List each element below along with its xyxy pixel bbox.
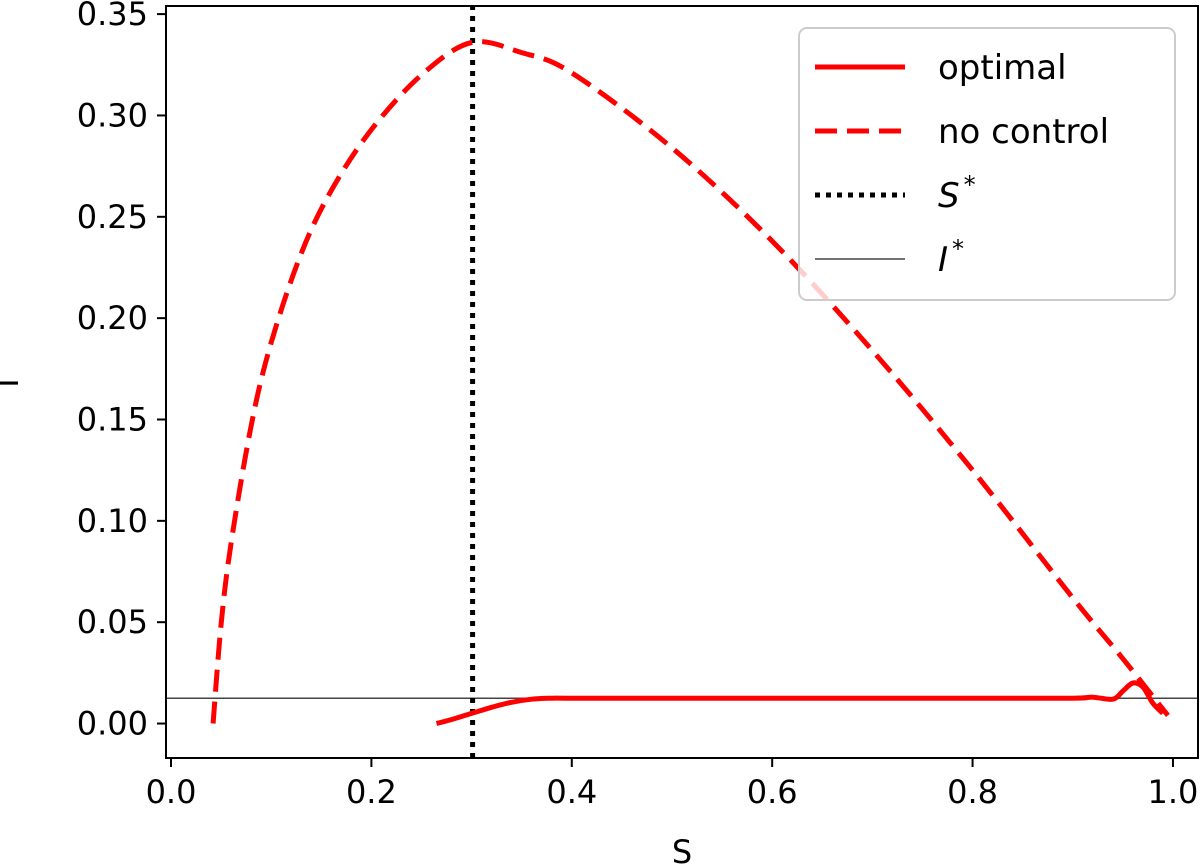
- y-tick-label: 0.25: [77, 198, 148, 236]
- y-tick-label: 0.15: [77, 400, 148, 438]
- x-tick-label: 0.4: [546, 773, 597, 811]
- x-tick-label: 0.2: [346, 773, 397, 811]
- y-axis-label: I: [0, 378, 26, 387]
- legend-label: no control: [938, 112, 1109, 152]
- series-line-no-control: [210, 39, 1170, 724]
- x-tick-label: 1.0: [1148, 773, 1199, 811]
- x-tick-label: 0.0: [146, 773, 197, 811]
- series-layer: [166, 6, 1198, 758]
- y-tick-label: 0.05: [77, 603, 148, 641]
- series-line-optimal: [435, 680, 1165, 726]
- y-tick-label: 0.20: [77, 299, 148, 337]
- x-tick-label: 0.8: [947, 773, 998, 811]
- legend-box: [798, 27, 1176, 301]
- x-axis-label: S: [672, 833, 692, 866]
- y-tick-label: 0.35: [77, 0, 148, 33]
- ticks-layer: 0.0 0.2 0.4 0.6 0.8 1.0 0.00 0.05 0.10 0.15 0.20 0.…: [77, 0, 1199, 811]
- axes-frame: [165, 5, 1199, 759]
- y-tick-label: 0.30: [77, 96, 148, 134]
- legend-label: optimal: [938, 48, 1067, 88]
- y-tick-label: 0.10: [77, 502, 148, 540]
- y-tick-label: 0.00: [77, 705, 148, 743]
- x-tick-label: 0.6: [747, 773, 798, 811]
